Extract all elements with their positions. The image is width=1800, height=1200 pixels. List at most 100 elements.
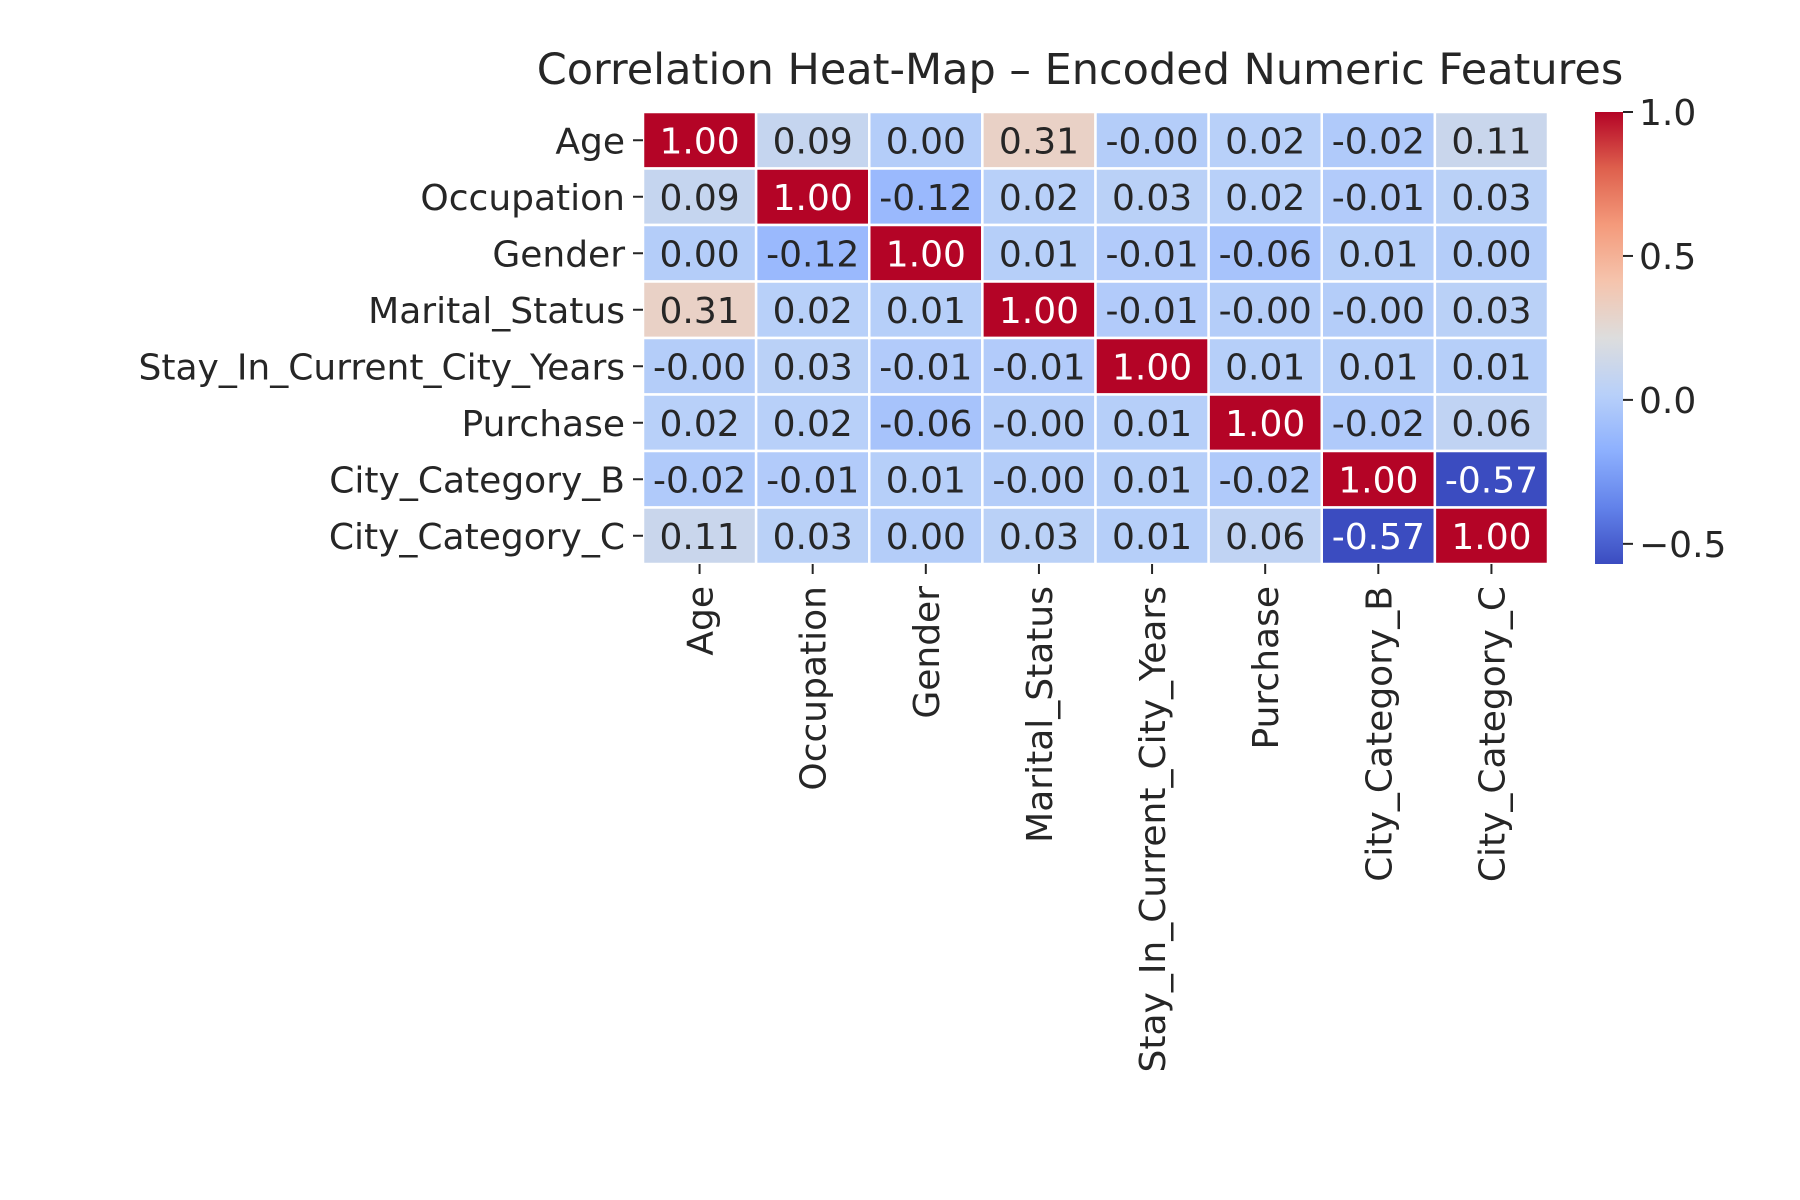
cell-value-label: -0.12 bbox=[766, 234, 859, 275]
heatmap-cell bbox=[1433, 449, 1550, 509]
cell-value-label: 0.11 bbox=[1451, 121, 1531, 162]
heatmap-cell bbox=[1207, 110, 1323, 170]
cell-value-label: 0.01 bbox=[1225, 347, 1305, 388]
colorbar-gradient bbox=[1595, 112, 1623, 564]
heatmap-cells: 1.00 0.09 0.00 0.31 -0.00 0.02 -0.02 0.11 0.09 1.… bbox=[641, 110, 1550, 566]
colorbar-tick-label: 0.5 bbox=[1639, 237, 1696, 278]
x-tick-label: City_Category_C bbox=[1472, 586, 1513, 882]
heatmap-cell bbox=[1094, 336, 1210, 396]
cell-value-label: 0.02 bbox=[659, 404, 739, 445]
cell-value-label: -0.01 bbox=[766, 460, 859, 501]
cell-value-label: -0.01 bbox=[879, 347, 972, 388]
cell-value-label: 1.00 bbox=[1451, 517, 1531, 558]
y-tick-label: Age bbox=[555, 121, 625, 162]
cell-value-label: 0.09 bbox=[773, 121, 853, 162]
cell-value-label: 1.00 bbox=[659, 121, 739, 162]
heatmap-cell bbox=[981, 336, 1097, 396]
heatmap-cell bbox=[1094, 506, 1210, 566]
heatmap-cell bbox=[1320, 280, 1437, 340]
cell-value-label: -0.57 bbox=[1332, 517, 1425, 558]
cell-value-label: 0.01 bbox=[1338, 234, 1418, 275]
cell-value-label: -0.02 bbox=[653, 460, 746, 501]
heatmap-cell bbox=[981, 167, 1097, 227]
x-tick-label: Purchase bbox=[1246, 586, 1287, 749]
y-tick-label: Stay_In_Current_City_Years bbox=[138, 347, 625, 388]
cell-value-label: 0.01 bbox=[886, 291, 966, 332]
cell-value-label: 0.03 bbox=[1451, 178, 1531, 219]
y-tick-label: City_Category_C bbox=[329, 517, 625, 558]
cell-value-label: 1.00 bbox=[773, 178, 853, 219]
heatmap-cell bbox=[641, 449, 758, 509]
chart-title: Correlation Heat-Map – Encoded Numeric F… bbox=[537, 45, 1624, 95]
cell-value-label: -0.00 bbox=[1332, 291, 1425, 332]
cell-value-label: 0.06 bbox=[1225, 517, 1305, 558]
cell-value-label: 1.00 bbox=[999, 291, 1079, 332]
heatmap-cell bbox=[868, 223, 984, 283]
heatmap-cell bbox=[868, 280, 984, 340]
cell-value-label: 0.02 bbox=[773, 291, 853, 332]
cell-value-label: -0.02 bbox=[1219, 460, 1312, 501]
heatmap-cell bbox=[868, 449, 984, 509]
heatmap-cell bbox=[1433, 506, 1550, 566]
cell-value-label: -0.57 bbox=[1445, 460, 1538, 501]
heatmap-cell bbox=[1433, 167, 1550, 227]
heatmap-cell bbox=[1433, 223, 1550, 283]
cell-value-label: -0.01 bbox=[1105, 234, 1198, 275]
heatmap-cell bbox=[1207, 223, 1323, 283]
cell-value-label: -0.01 bbox=[1332, 178, 1425, 219]
heatmap-cell bbox=[868, 506, 984, 566]
cell-value-label: -0.02 bbox=[1332, 121, 1425, 162]
cell-value-label: 0.03 bbox=[773, 517, 853, 558]
cell-value-label: -0.00 bbox=[1219, 291, 1312, 332]
heatmap-cell bbox=[981, 223, 1097, 283]
x-tick-label: Age bbox=[681, 586, 722, 656]
cell-value-label: -0.02 bbox=[1332, 404, 1425, 445]
heatmap-cell bbox=[1320, 223, 1437, 283]
heatmap-cell bbox=[1207, 167, 1323, 227]
y-tick-label: Purchase bbox=[462, 404, 625, 445]
heatmap-cell bbox=[1433, 110, 1550, 170]
y-tick-label: Occupation bbox=[420, 178, 625, 219]
cell-value-label: 1.00 bbox=[1338, 460, 1418, 501]
cell-value-label: -0.00 bbox=[1105, 121, 1198, 162]
cell-value-label: -0.00 bbox=[653, 347, 746, 388]
cell-value-label: 0.31 bbox=[999, 121, 1079, 162]
cell-value-label: -0.01 bbox=[992, 347, 1085, 388]
row-labels: Age Occupation Gender Marital_Status Stay_In… bbox=[138, 121, 643, 558]
heatmap-cell bbox=[754, 393, 871, 453]
cell-value-label: 0.00 bbox=[886, 121, 966, 162]
cell-value-label: 0.11 bbox=[659, 517, 739, 558]
cell-value-label: 0.01 bbox=[1112, 404, 1192, 445]
cell-value-label: 1.00 bbox=[886, 234, 966, 275]
cell-value-label: 0.01 bbox=[886, 460, 966, 501]
heatmap-cell bbox=[1094, 223, 1210, 283]
heatmap-cell bbox=[1207, 393, 1323, 453]
cell-value-label: 0.00 bbox=[659, 234, 739, 275]
cell-value-label: 0.03 bbox=[1112, 178, 1192, 219]
heatmap-cell bbox=[1094, 393, 1210, 453]
column-labels: Age Occupation Gender Marital_Status Stay_In… bbox=[681, 564, 1513, 1073]
x-tick-label: City_Category_B bbox=[1359, 586, 1400, 882]
x-tick-label: Occupation bbox=[794, 586, 835, 791]
heatmap-cell bbox=[1094, 449, 1210, 509]
x-tick-label: Marital_Status bbox=[1020, 586, 1061, 843]
cell-value-label: -0.06 bbox=[1219, 234, 1312, 275]
cell-value-label: 0.01 bbox=[1112, 517, 1192, 558]
colorbar-tick-label: 0.0 bbox=[1639, 381, 1696, 422]
heatmap-cell bbox=[1320, 449, 1437, 509]
cell-value-label: 0.01 bbox=[1451, 347, 1531, 388]
cell-value-label: 0.02 bbox=[773, 404, 853, 445]
cell-value-label: 0.03 bbox=[1451, 291, 1531, 332]
cell-value-label: -0.00 bbox=[992, 460, 1085, 501]
cell-value-label: 0.00 bbox=[1451, 234, 1531, 275]
y-tick-label: Gender bbox=[492, 234, 625, 275]
y-tick-label: City_Category_B bbox=[329, 460, 625, 501]
cell-value-label: -0.01 bbox=[1105, 291, 1198, 332]
cell-value-label: 0.03 bbox=[999, 517, 1079, 558]
heatmap-cell bbox=[1094, 280, 1210, 340]
x-tick-label: Gender bbox=[907, 586, 948, 719]
colorbar-tick-label: −0.5 bbox=[1639, 525, 1726, 566]
heatmap-cell bbox=[754, 167, 871, 227]
cell-value-label: 0.09 bbox=[659, 178, 739, 219]
